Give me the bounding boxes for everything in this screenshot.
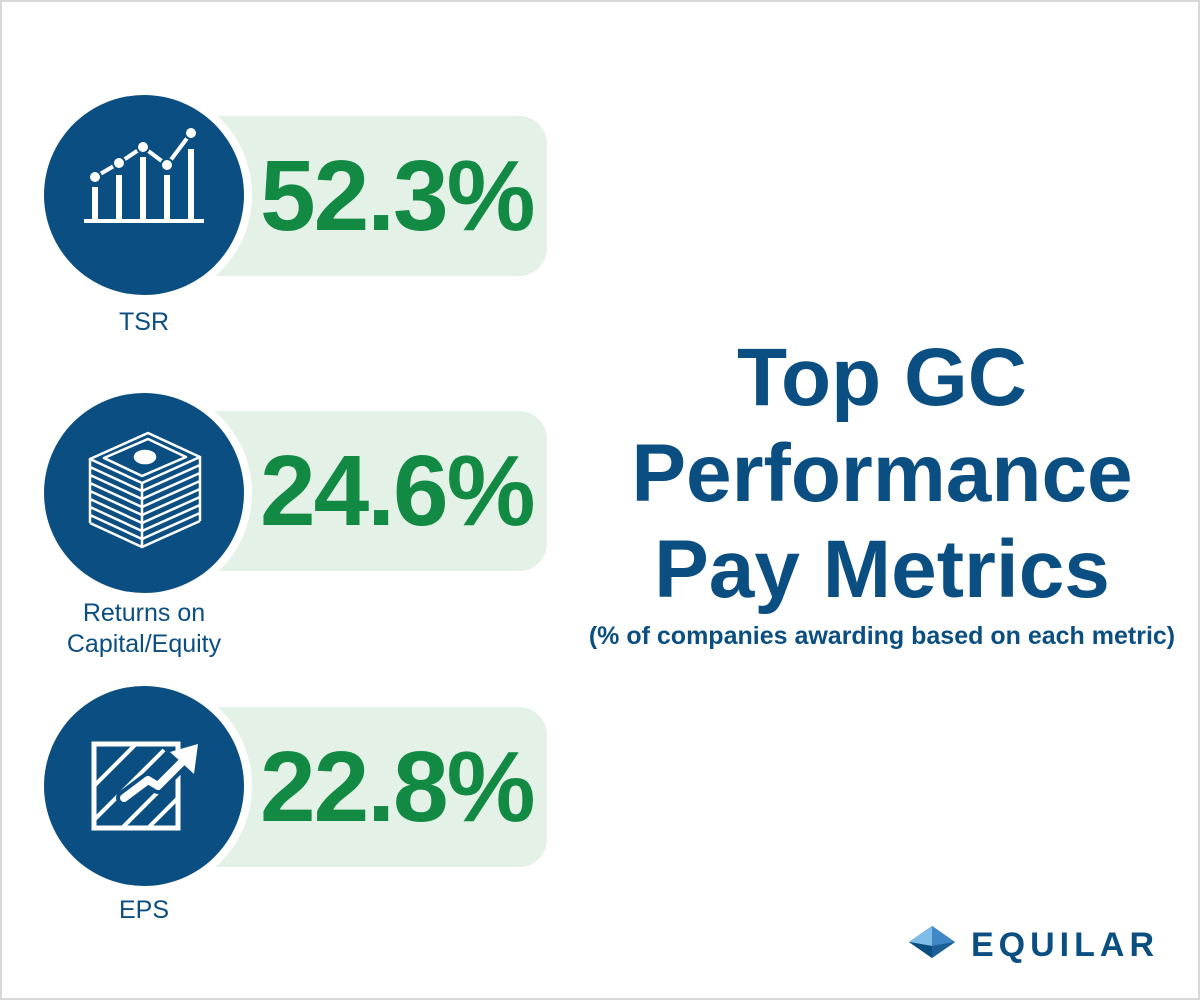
equilar-logo: EQUILAR xyxy=(907,920,1167,970)
value-pill xyxy=(207,411,547,571)
metric-label-line: Capital/Equity xyxy=(66,630,222,658)
metric-tsr: 52.3% xyxy=(2,95,562,412)
pyramid-logo-icon xyxy=(909,926,955,958)
metric-value: 24.6% xyxy=(260,435,536,547)
money-stack-icon xyxy=(88,431,202,549)
icon-circle xyxy=(44,393,244,593)
metric-label-line: EPS xyxy=(118,896,170,924)
icon-circle xyxy=(44,686,244,886)
title-line: Pay Metrics xyxy=(654,524,1110,615)
chart-title: Top GC Performance Pay Metrics xyxy=(562,330,1200,618)
growth-arrow-icon xyxy=(91,741,198,831)
metric-returns-on-capital-equity: 24.6% xyxy=(2,393,562,708)
metric-label: Returns on Capital/Equity xyxy=(42,598,246,660)
metric-value: 52.3% xyxy=(260,140,536,252)
metric-label-line: Returns on xyxy=(82,599,206,627)
metric-value: 22.8% xyxy=(260,731,536,843)
icon-circle xyxy=(44,95,244,295)
metric-label: EPS xyxy=(42,895,246,926)
title-line: Top GC xyxy=(737,332,1027,423)
bar-line-chart-icon xyxy=(84,126,204,223)
title-line: Performance xyxy=(631,428,1133,519)
value-pill xyxy=(207,116,547,276)
metric-eps: 22.8% EPS xyxy=(2,686,562,1003)
logo-text: EQUILAR xyxy=(971,926,1159,964)
value-pill xyxy=(207,707,547,867)
metric-label-line: TSR xyxy=(119,308,169,336)
metric-label: TSR xyxy=(42,307,246,338)
chart-subtitle: (% of companies awarding based on each m… xyxy=(588,622,1176,650)
